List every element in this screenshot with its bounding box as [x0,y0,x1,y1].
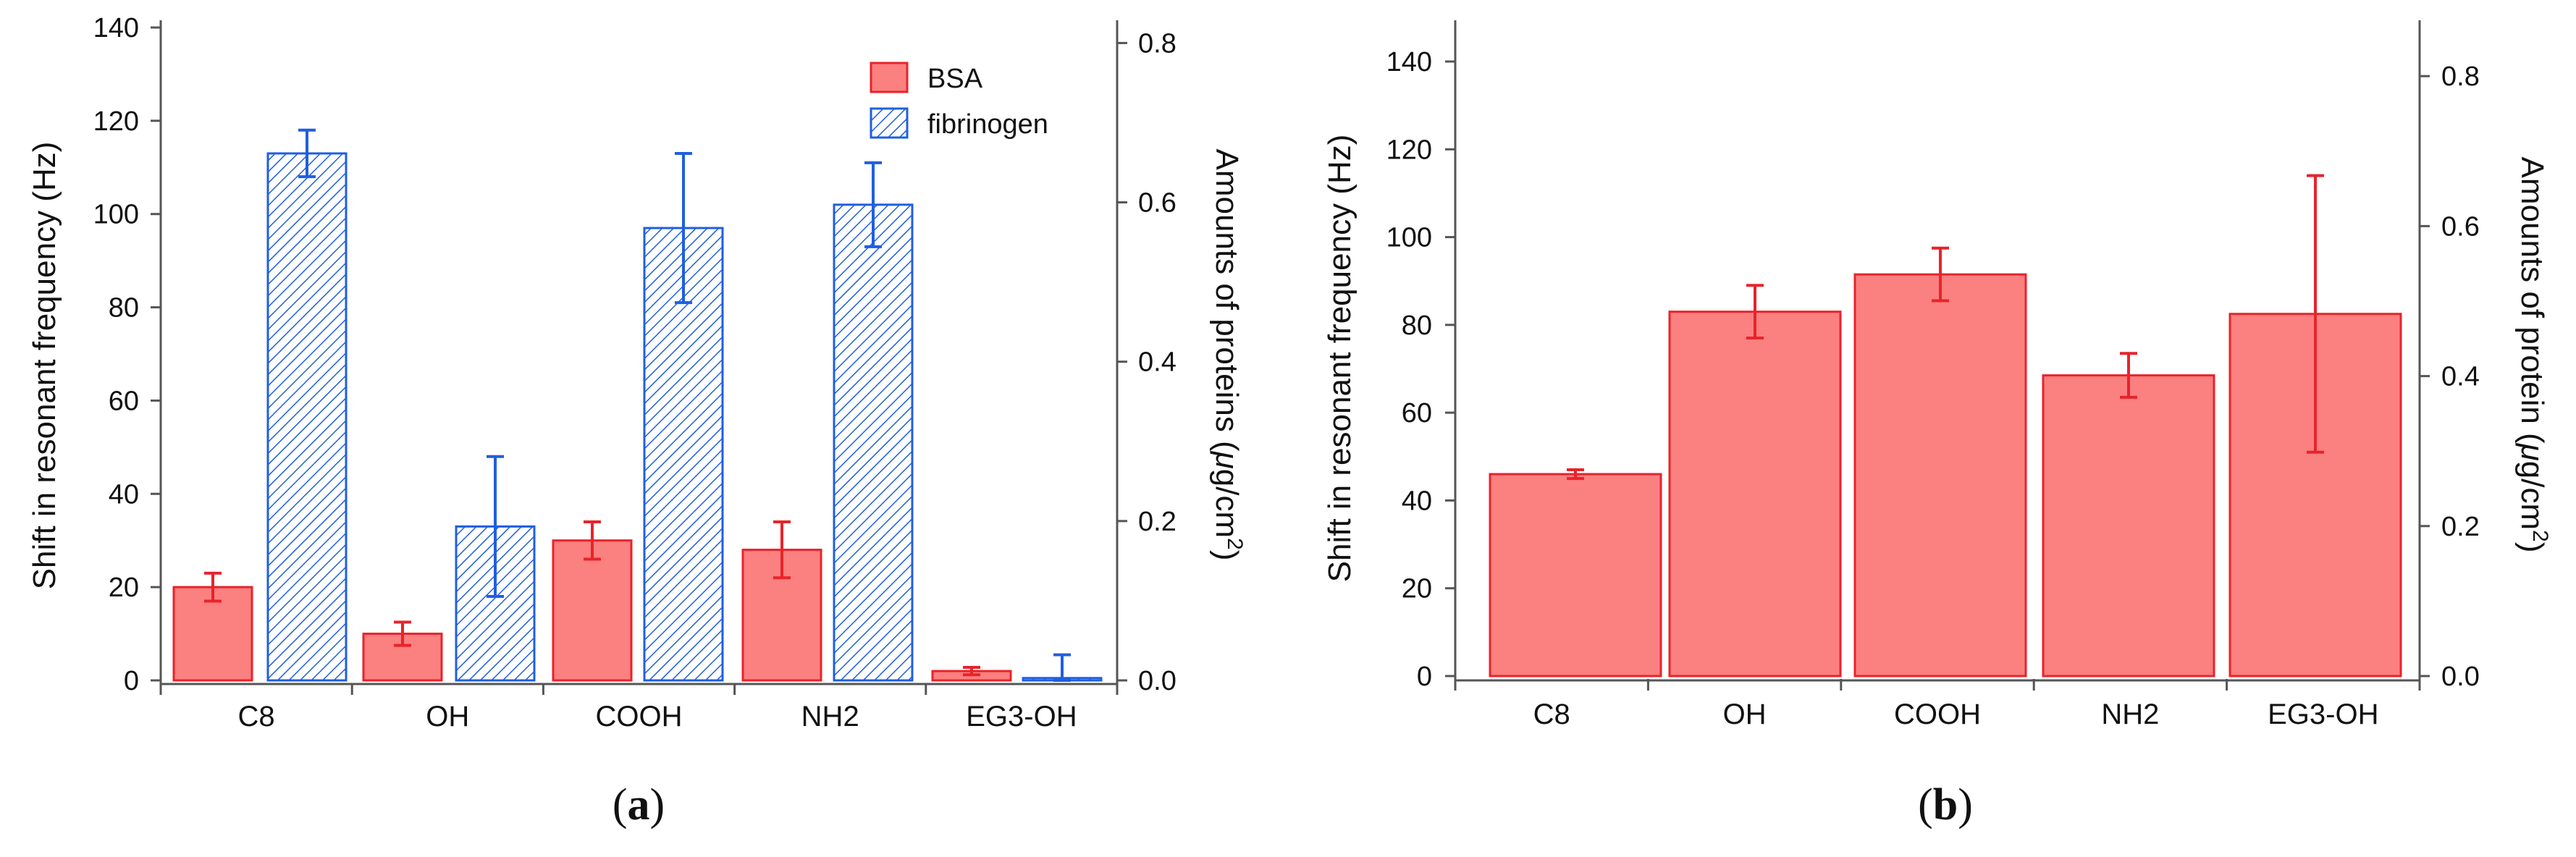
y-tick-label: 80 [109,293,139,324]
panel-a-y2-title-mu: μ [1209,451,1245,469]
y-tick-label: 0 [1417,662,1432,692]
panel-b-y2-ticks: 0.0 0.2 0.4 0.6 0.8 [2420,62,2480,692]
panel-b-x-ticks: C8 OH COOH NH2 EG3-OH [1454,679,2421,730]
legend-swatch-bsa [870,62,909,93]
x-category-label: C8 [1533,698,1570,730]
y-tick-label: 60 [1402,398,1432,428]
bar-bsa [2042,374,2215,677]
x-category-label: OH [426,701,469,733]
panel-a-y2-title-unit: g/cm [1209,469,1245,538]
bar-bsa [172,586,253,682]
y-tick-label: 40 [1402,486,1432,516]
panel-a-label: (a) [613,780,665,829]
legend-label-fibrinogen: fibrinogen [927,109,1048,140]
bar-bsa [552,539,633,682]
panel-b-label: (b) [1918,780,1973,829]
bar-fibrinogen [833,203,914,682]
bar-fibrinogen [266,152,348,682]
x-category-label: NH2 [801,701,859,733]
y-tick-label: 100 [93,200,139,230]
panel-b-y2-title-close: ) [2514,542,2550,553]
y2-tick-label: 0.4 [2441,362,2480,392]
panel-b-y2-axis-title: Amounts of protein (μg/cm2) [2514,156,2552,552]
panel-b-label-close: ) [1958,780,1973,829]
panel-b-label-open: ( [1918,780,1933,829]
panel-b-y-axis-title: Shift in resonant frequency (Hz) [1322,135,1358,583]
y2-tick-label: 0.8 [1138,28,1177,59]
panel-b-y2-title-unit: g/cm [2514,461,2550,530]
panel-a-y2-title-sup: 2 [1223,538,1247,550]
y-tick-label: 100 [1386,223,1432,253]
y2-tick-label: 0.2 [2441,512,2480,542]
panel-a-legend: BSA fibrinogen [870,62,1048,140]
panel-b-y2-title-mu: μ [2514,443,2550,461]
x-category-label: COOH [596,701,683,733]
panel-b-y-ticks: 0 20 40 60 80 100 120 140 [1386,47,1455,692]
y-tick-label: 60 [109,386,139,416]
bar-bsa [1853,273,2027,677]
panel-a-y2-title-main: Amounts of proteins ( [1209,148,1245,452]
x-category-label: COOH [1894,698,1981,730]
legend-label-bsa: BSA [927,64,983,94]
y-tick-label: 40 [109,479,139,510]
legend-swatch-fibrinogen [870,107,909,139]
y2-tick-label: 0.0 [1138,666,1177,696]
panel-a-x-ticks: C8 OH COOH NH2 EG3-OH [159,683,1119,733]
y-tick-label: 120 [1386,135,1432,165]
panel-a-y-axis-title: Shift in resonant frequency (Hz) [27,142,62,590]
panel-a-y2-ticks: 0.0 0.2 0.4 0.6 0.8 [1117,28,1177,696]
y-tick-label: 20 [109,573,139,603]
y-tick-label: 80 [1402,311,1432,341]
x-category-label: OH [1723,698,1767,730]
panel-a-y2-title-close: ) [1209,550,1245,561]
y-tick-label: 120 [93,106,139,137]
y-tick-label: 140 [93,13,139,43]
panel-b-bars [1489,174,2402,677]
x-category-label: NH2 [2101,698,2159,730]
panel-a-label-open: ( [613,780,628,829]
y2-tick-label: 0.6 [1138,188,1177,219]
panel-a-label-close: ) [650,780,665,829]
y-tick-label: 0 [124,666,139,696]
y2-tick-label: 0.8 [2441,62,2480,92]
y2-tick-label: 0.2 [1138,507,1177,537]
panel-a-y2-axis-title: Amounts of proteins (μg/cm2) [1209,148,1247,560]
y2-tick-label: 0.4 [1138,347,1177,378]
bar-bsa [1668,311,1842,677]
x-category-label: EG3-OH [2268,698,2378,730]
bar-bsa [1489,473,1662,677]
y-tick-label: 20 [1402,574,1432,604]
panel-a-y-ticks: 0 20 40 60 80 100 120 140 [93,13,161,696]
panel-a-bars [172,128,1103,682]
panel-a-label-letter: a [628,780,650,829]
panel-b-label-letter: b [1933,780,1958,829]
panel-b-y2-title-sup: 2 [2528,530,2552,542]
x-category-label: EG3-OH [966,701,1077,733]
panel-b-y2-title-main: Amounts of protein ( [2514,156,2550,444]
y2-tick-label: 0.6 [2441,211,2480,242]
y-tick-label: 140 [1386,47,1432,77]
x-category-label: C8 [238,701,275,733]
y2-tick-label: 0.0 [2441,662,2480,692]
